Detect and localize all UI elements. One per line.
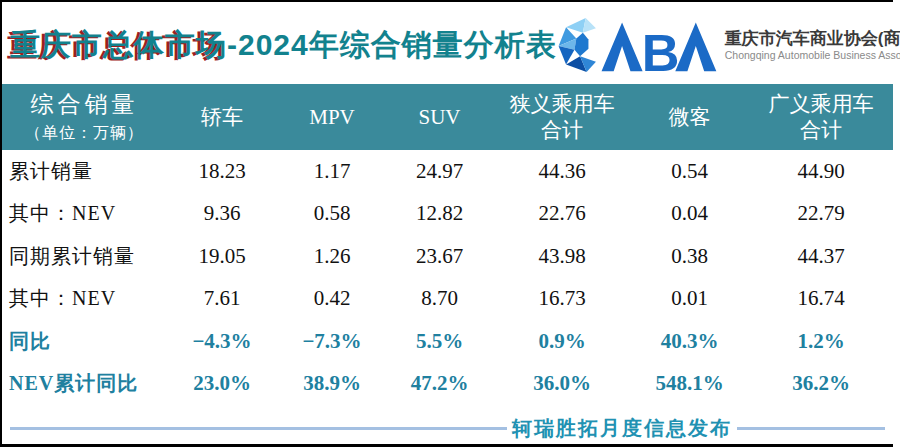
cell-value: 36.2% [747, 371, 895, 396]
table-row-prior-period-sales: 同期累计销量 19.05 1.26 23.67 43.98 0.38 44.37 [2, 235, 893, 278]
cell-value: 16.73 [492, 286, 632, 311]
cell-value: 16.74 [747, 286, 895, 311]
table-row-yoy: 同比 −4.3% −7.3% 5.5% 0.9% 40.3% 1.2% [2, 320, 893, 363]
cell-value: 0.04 [632, 201, 747, 226]
cell-value: −7.3% [277, 329, 387, 354]
footer-banner: 轲瑞胜拓月度信息发布 [2, 405, 893, 445]
corner-title: 综合销量 [31, 91, 139, 120]
cell-value: 43.98 [492, 244, 632, 269]
title-rest: -2024年综合销量分析表 [227, 28, 557, 61]
cell-value: 22.79 [747, 201, 895, 226]
cell-value: 44.36 [492, 159, 632, 184]
cell-value: 7.61 [167, 286, 277, 311]
corner-unit: （单位：万辆） [25, 123, 144, 143]
caba-logo-icon: B [557, 17, 717, 73]
cell-value: 40.3% [632, 329, 747, 354]
logo-text: 重庆市汽车商业协会(商会) Chongqing Automobile Busin… [725, 29, 900, 61]
col-header-microvan: 微客 [632, 104, 747, 130]
cell-value: −4.3% [167, 329, 277, 354]
footer-divider-right [737, 427, 885, 430]
cell-value: 548.1% [632, 371, 747, 396]
top-bar: 重庆市总体市场-2024年综合销量分析表 B 重庆市汽 [2, 2, 893, 84]
row-label: 同期累计销量 [2, 243, 167, 270]
col-header-sedan: 轿车 [167, 104, 277, 130]
row-label: 其中：NEV [2, 200, 167, 227]
table-row-nev-cumulative-yoy: NEV累计同比 23.0% 38.9% 47.2% 36.0% 548.1% 3… [2, 363, 893, 406]
cell-value: 18.23 [167, 159, 277, 184]
footer-divider-left [10, 427, 507, 430]
col-header-narrow-pv-total: 狭义乘用车合计 [492, 91, 632, 144]
svg-text:B: B [641, 24, 679, 73]
cell-value: 22.76 [492, 201, 632, 226]
cell-value: 9.36 [167, 201, 277, 226]
col-header-mpv: MPV [277, 104, 387, 130]
cell-value: 47.2% [387, 371, 492, 396]
cell-value: 1.26 [277, 244, 387, 269]
association-logo: B 重庆市汽车商业协会(商会) Chongqing Automobile Bus… [557, 17, 900, 73]
cell-value: 19.05 [167, 244, 277, 269]
cell-value: 0.54 [632, 159, 747, 184]
footer-publisher-text: 轲瑞胜拓月度信息发布 [512, 415, 732, 442]
table-row-cumulative-nev: 其中：NEV 9.36 0.58 12.82 22.76 0.04 22.79 [2, 193, 893, 236]
cell-value: 0.01 [632, 286, 747, 311]
cell-value: 0.42 [277, 286, 387, 311]
cell-value: 36.0% [492, 371, 632, 396]
cell-value: 24.97 [387, 159, 492, 184]
cell-value: 44.90 [747, 159, 895, 184]
row-label: 其中：NEV [2, 285, 167, 312]
cell-value: 23.0% [167, 371, 277, 396]
col-header-broad-pv-total: 广义乘用车合计 [747, 91, 895, 144]
row-label: 同比 [2, 328, 167, 355]
sales-table: 综合销量 （单位：万辆） 轿车 MPV SUV 狭义乘用车合计 微客 广义乘用车… [2, 84, 893, 405]
cell-value: 8.70 [387, 286, 492, 311]
cell-value: 0.9% [492, 329, 632, 354]
cell-value: 12.82 [387, 201, 492, 226]
cell-value: 0.38 [632, 244, 747, 269]
table-corner-cell: 综合销量 （单位：万辆） [2, 91, 167, 143]
row-label: NEV累计同比 [2, 370, 167, 397]
cell-value: 5.5% [387, 329, 492, 354]
logo-org-name-en: Chongqing Automobile Business Associatio… [725, 49, 900, 61]
cell-value: 1.2% [747, 329, 895, 354]
table-header-row: 综合销量 （单位：万辆） 轿车 MPV SUV 狭义乘用车合计 微客 广义乘用车… [2, 84, 893, 150]
cell-value: 0.58 [277, 201, 387, 226]
title-highlight: 重庆市总体市场 [10, 28, 227, 61]
table-row-prior-period-nev: 其中：NEV 7.61 0.42 8.70 16.73 0.01 16.74 [2, 278, 893, 321]
cell-value: 1.17 [277, 159, 387, 184]
row-label: 累计销量 [2, 158, 167, 185]
cell-value: 44.37 [747, 244, 895, 269]
cell-value: 38.9% [277, 371, 387, 396]
table-row-cumulative-sales: 累计销量 18.23 1.17 24.97 44.36 0.54 44.90 [2, 150, 893, 193]
cell-value: 23.67 [387, 244, 492, 269]
page-title: 重庆市总体市场-2024年综合销量分析表 [10, 25, 557, 66]
logo-org-name-cn: 重庆市汽车商业协会(商会) [725, 29, 900, 49]
report-frame: 重庆市总体市场-2024年综合销量分析表 B 重庆市汽 [0, 0, 893, 447]
col-header-suv: SUV [387, 104, 492, 130]
